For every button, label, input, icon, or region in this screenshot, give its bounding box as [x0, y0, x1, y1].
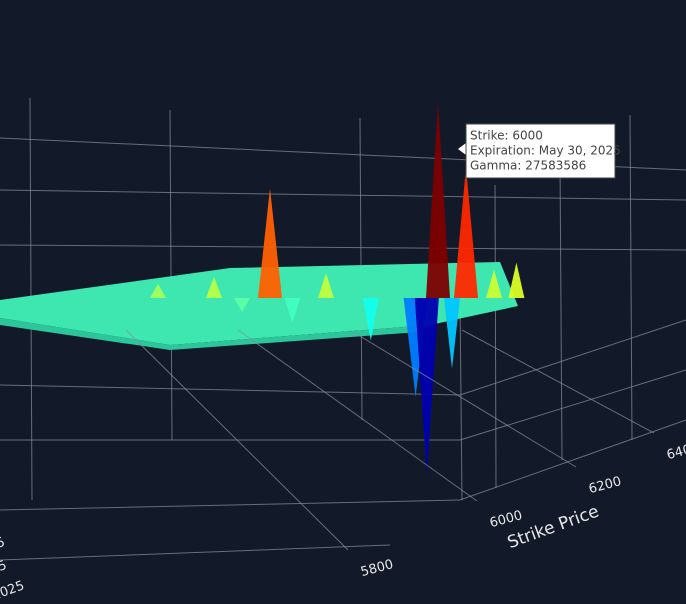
spike — [258, 188, 282, 298]
grid-box — [0, 97, 686, 561]
spikes — [150, 103, 525, 475]
spike — [284, 298, 301, 323]
spike — [486, 269, 502, 298]
depth-tick-label: 25 — [0, 558, 9, 578]
spike — [206, 276, 222, 298]
tooltip-box — [465, 123, 616, 179]
grid-line — [461, 329, 655, 434]
tooltip-line: Gamma: 27583586 — [470, 159, 586, 173]
spike — [414, 298, 439, 475]
tooltip-pointer — [458, 143, 466, 155]
spike — [362, 298, 379, 341]
tooltip: Strike: 6000 Expiration: May 30, 2025 Ga… — [458, 123, 621, 179]
spike — [454, 167, 478, 298]
spike — [444, 298, 460, 369]
spike — [234, 298, 250, 313]
surface-plane — [0, 262, 518, 345]
spike — [318, 273, 334, 298]
spike — [150, 283, 166, 298]
grid-line — [237, 329, 478, 502]
depth-tick-label: 5 — [0, 535, 7, 552]
grid-line — [125, 329, 349, 551]
surface-edge — [0, 318, 430, 350]
grid-line — [349, 329, 577, 468]
tooltip-line: Strike: 6000 — [470, 129, 543, 143]
spike — [426, 103, 450, 298]
tooltip-line: Expiration: May 30, 2025 — [470, 144, 621, 158]
spike — [508, 262, 525, 298]
